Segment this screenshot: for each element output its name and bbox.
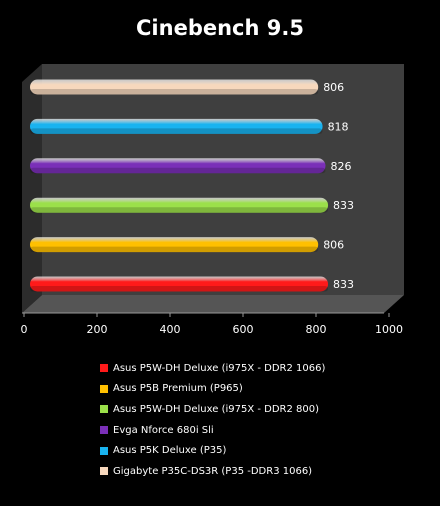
legend-label: Gigabyte P35C-DS3R (P35 -DDR3 1066) — [113, 465, 313, 477]
x-tick-label: 200 — [87, 323, 108, 336]
legend-item: Asus P5W-DH Deluxe (i975X - DDR2 800) — [100, 399, 430, 420]
data-label: 833 — [333, 278, 354, 291]
legend-item: Gigabyte P35C-DS3R (P35 -DDR3 1066) — [100, 461, 430, 482]
legend-label: Asus P5W-DH Deluxe (i975X - DDR2 800) — [113, 403, 320, 415]
bar-shade — [30, 167, 326, 174]
bar — [30, 158, 326, 174]
legend-label: Asus P5W-DH Deluxe (i975X - DDR2 1066) — [113, 362, 326, 374]
bar-shade — [30, 286, 329, 292]
legend-item: Evga Nforce 680i Sli — [100, 420, 430, 441]
data-label: 806 — [323, 81, 344, 94]
bar — [30, 276, 329, 292]
bar-group: 833 806 833 826 818 806 — [30, 79, 354, 292]
bar — [30, 79, 319, 95]
x-tick-label: 1000 — [375, 323, 403, 336]
chart-title: Cinebench 9.5 — [136, 16, 304, 40]
x-tick-label: 400 — [160, 323, 181, 336]
bar — [30, 237, 319, 253]
data-label: 806 — [323, 239, 344, 252]
plot-left-wall — [22, 64, 42, 313]
legend-label: Asus P5K Deluxe (P35) — [113, 445, 227, 457]
x-tick-label: 800 — [306, 323, 327, 336]
bar-shade — [30, 207, 329, 213]
data-label: 826 — [330, 160, 351, 173]
legend-label: Evga Nforce 680i Sli — [113, 424, 214, 436]
legend-label: Asus P5B Premium (P965) — [113, 383, 243, 395]
legend-swatch — [100, 364, 108, 373]
data-label: 833 — [333, 199, 354, 212]
legend-swatch — [100, 405, 108, 414]
data-label: 818 — [328, 120, 349, 133]
bar-shade — [30, 246, 319, 253]
bar-shade — [30, 89, 319, 95]
bar-shade — [30, 128, 323, 134]
legend-swatch — [100, 467, 108, 476]
bar — [30, 197, 329, 213]
x-tick-label: 0 — [21, 323, 28, 336]
legend-item: Asus P5B Premium (P965) — [100, 379, 430, 400]
legend-swatch — [100, 384, 108, 393]
legend-swatch — [100, 426, 108, 435]
plot-floor — [22, 295, 404, 313]
plot-back-wall — [42, 64, 404, 295]
legend-swatch — [100, 446, 108, 455]
x-axis-ticks: 0 200 400 600 800 1000 — [21, 313, 403, 336]
legend-item: Asus P5K Deluxe (P35) — [100, 440, 430, 461]
legend: Asus P5W-DH Deluxe (i975X - DDR2 1066) As… — [100, 358, 430, 482]
bar — [30, 118, 323, 134]
legend-item: Asus P5W-DH Deluxe (i975X - DDR2 1066) — [100, 358, 430, 379]
x-tick-label: 600 — [233, 323, 254, 336]
